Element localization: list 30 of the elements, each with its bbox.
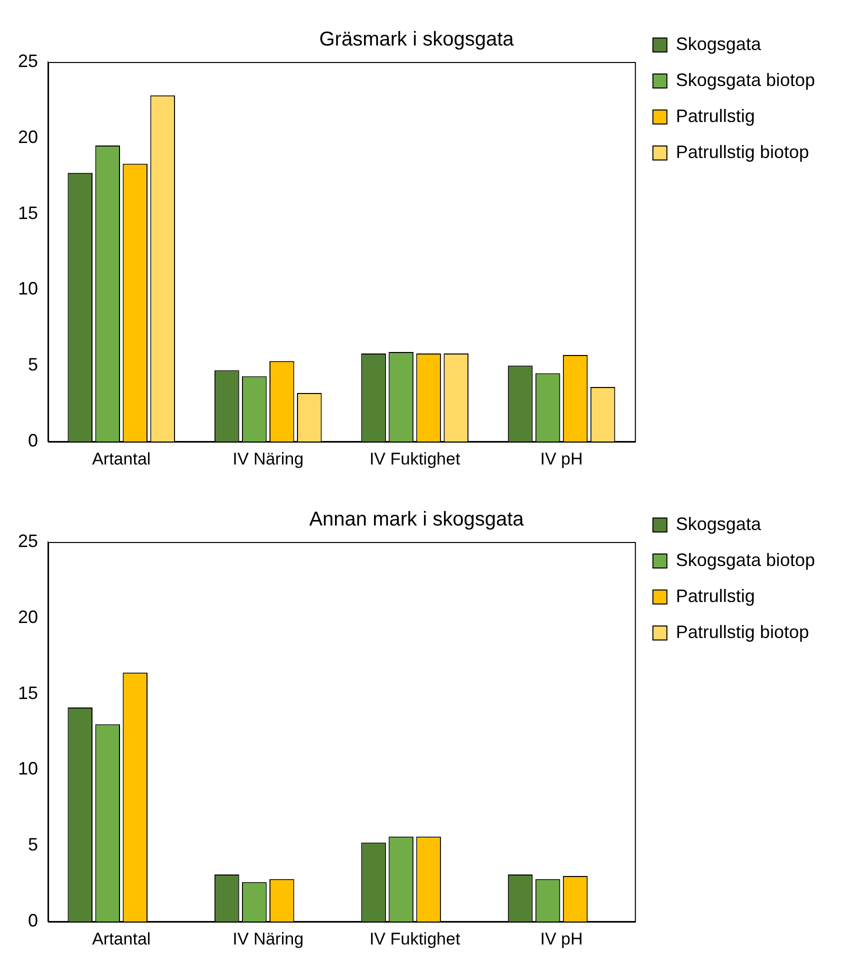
legend-label: Skogsgata: [676, 514, 762, 534]
x-tick-label: IV Näring: [232, 929, 304, 948]
y-tick-label: 0: [28, 430, 38, 451]
y-tick-label: 15: [18, 202, 38, 223]
y-tick-label: 25: [18, 50, 38, 71]
x-tick-label: IV Fuktighet: [369, 449, 460, 468]
y-tick-label: 25: [18, 530, 38, 551]
y-tick-label: 20: [18, 606, 38, 627]
legend-label: Patrullstig: [676, 586, 755, 606]
legend-label: Patrullstig biotop: [676, 142, 809, 162]
legend-label: Patrullstig: [676, 106, 755, 126]
y-tick-label: 20: [18, 126, 38, 147]
x-tick-label: IV pH: [540, 449, 583, 468]
y-tick-label: 15: [18, 682, 38, 703]
y-tick-label: 5: [28, 354, 38, 375]
y-tick-label: 5: [28, 834, 38, 855]
legend-label: Skogsgata biotop: [676, 70, 816, 90]
legend-label: Patrullstig biotop: [676, 622, 809, 642]
x-tick-label: IV Fuktighet: [369, 929, 460, 948]
x-tick-label: Artantal: [92, 929, 151, 948]
legend-label: Skogsgata: [676, 34, 762, 54]
chart-title: Gräsmark i skogsgata: [319, 28, 515, 51]
x-tick-label: IV Näring: [232, 449, 304, 468]
y-tick-label: 10: [18, 758, 38, 779]
x-tick-label: IV pH: [540, 929, 583, 948]
chart-title: Annan mark i skogsgata: [309, 508, 525, 531]
x-tick-label: Artantal: [92, 449, 151, 468]
y-tick-label: 0: [28, 910, 38, 931]
legend-label: Skogsgata biotop: [676, 550, 816, 570]
y-tick-label: 10: [18, 278, 38, 299]
